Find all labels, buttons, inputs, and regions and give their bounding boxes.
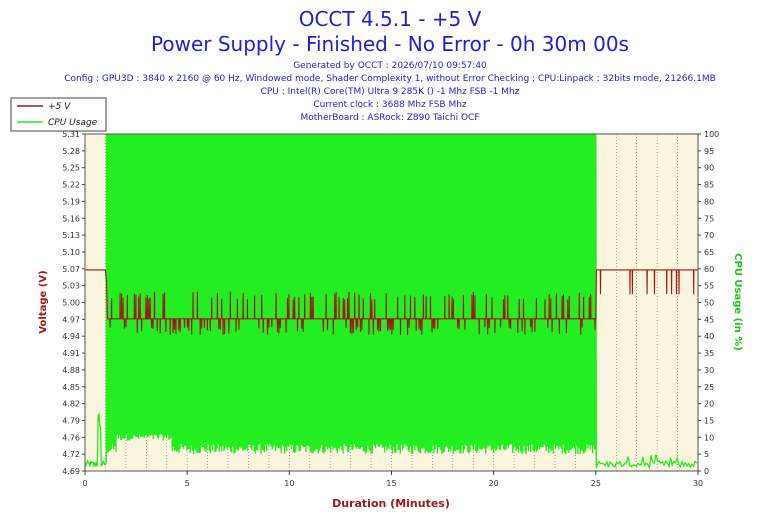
y-left-tick-label: 5.31 [62, 130, 80, 139]
y-left-tick-label: 4.88 [62, 366, 80, 375]
x-tick-label: 10 [284, 479, 294, 488]
axis-layer: 0 5 10 15 20 25 30 4.69 4.72 4.76 4.79 4.82 4.85 4.88… [62, 130, 719, 488]
y-left-tick-label: 5.16 [62, 214, 80, 223]
y-right-tick-label: 20 [704, 400, 714, 409]
y-left-tick-label: 5.28 [62, 147, 80, 156]
y-left-tick-label: 4.69 [62, 467, 80, 476]
x-tick-label: 0 [82, 479, 87, 488]
x-tick-label: 30 [693, 479, 703, 488]
y-left-tick-label: 5.07 [62, 265, 80, 274]
y-left-tick-label: 5.19 [62, 197, 80, 206]
x-tick-label: 20 [489, 479, 499, 488]
x-tick-label: 5 [185, 479, 190, 488]
y-right-tick-label: 45 [704, 315, 714, 324]
y-left-tick-label: 5.22 [62, 181, 80, 190]
y-right-tick-label: 65 [704, 248, 714, 257]
y-right-tick-label: 85 [704, 181, 714, 190]
y-left-tick-label: 4.85 [62, 383, 80, 392]
y-right-tick-label: 60 [704, 265, 714, 274]
cpu-line: CPU : Intel(R) Core(TM) Ultra 9 285K () … [261, 87, 520, 97]
legend-voltage-label: +5 V [48, 102, 71, 112]
legend-box [10, 97, 107, 132]
y-right-tick-label: 75 [704, 214, 714, 223]
x-axis-title: Duration (Minutes) [332, 497, 450, 510]
y-right-tick-label: 35 [704, 349, 714, 358]
chart-title: OCCT 4.5.1 - +5 V [299, 7, 482, 31]
clock-line: Current clock : 3688 Mhz FSB Mhz [313, 100, 467, 110]
config-line: Config : GPU3D : 3840 x 2160 @ 60 Hz, Wi… [64, 74, 716, 84]
y-right-tick-label: 95 [704, 147, 714, 156]
y-left-tick-label: 5.25 [62, 164, 80, 173]
voltage-line [85, 269, 698, 336]
x-tick-label: 15 [386, 479, 396, 488]
y-left-tick-label: 4.97 [62, 315, 80, 324]
y-right-tick-label: 40 [704, 332, 714, 341]
y-left-tick-label: 4.91 [62, 349, 80, 358]
motherboard-line: MotherBoard : ASRock: Z890 Taichi OCF [300, 113, 479, 123]
y-right-tick-label: 15 [704, 416, 714, 425]
y-right-tick-label: 30 [704, 366, 714, 375]
y-left-tick-label: 5.10 [62, 248, 80, 257]
y-right-axis-title: CPU Usage (in %) [732, 253, 743, 351]
x-tick-label: 25 [591, 479, 601, 488]
y-left-tick-label: 5.13 [62, 231, 80, 240]
y-right-tick-label: 10 [704, 433, 714, 442]
voltage-series [85, 269, 698, 336]
y-right-tick-label: 5 [704, 450, 709, 459]
y-left-axis-title: Voltage (V) [38, 270, 49, 333]
y-right-tick-label: 0 [704, 467, 709, 476]
y-right-tick-label: 25 [704, 383, 714, 392]
y-right-tick-label: 100 [704, 130, 719, 139]
y-left-tick-label: 4.76 [62, 433, 80, 442]
y-left-tick-label: 4.79 [62, 416, 80, 425]
y-right-tick-label: 55 [704, 282, 714, 291]
chart-subtitle: Power Supply - Finished - No Error - 0h … [151, 32, 629, 56]
y-right-tick-label: 70 [704, 231, 714, 240]
y-left-tick-label: 4.82 [62, 400, 80, 409]
y-right-tick-label: 80 [704, 197, 714, 206]
generated-line: Generated by OCCT : 2026/07/10 09:57:40 [293, 61, 487, 71]
y-right-tick-label: 90 [704, 164, 714, 173]
y-left-tick-label: 5.00 [62, 299, 80, 308]
y-left-tick-label: 4.94 [62, 332, 80, 341]
legend: +5 V CPU Usage [10, 97, 107, 132]
y-left-tick-label: 5.03 [62, 282, 80, 291]
y-left-tick-label: 4.72 [62, 450, 80, 459]
y-right-tick-label: 50 [704, 299, 714, 308]
legend-cpu-label: CPU Usage [48, 118, 98, 128]
